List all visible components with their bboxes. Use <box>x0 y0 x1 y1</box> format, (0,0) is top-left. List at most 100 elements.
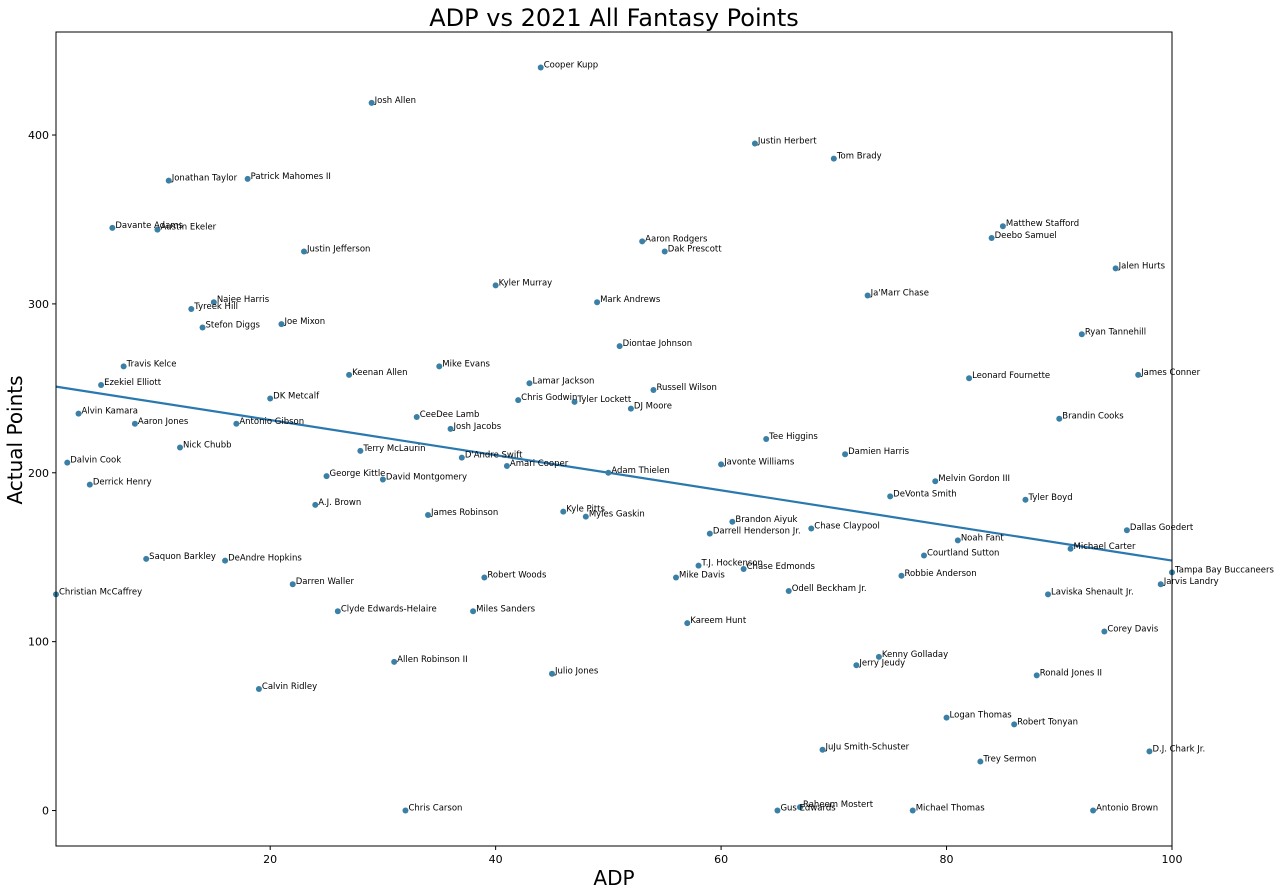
data-point-label: Robert Woods <box>487 570 547 580</box>
data-point <box>774 807 781 814</box>
data-point <box>706 530 713 537</box>
data-point-label: Noah Fant <box>961 533 1005 543</box>
data-point-label: Ryan Tannehill <box>1085 327 1146 337</box>
point-labels-layer: Cooper Kupp Josh Allen Justin Herbert Tom B… <box>59 60 1274 813</box>
data-point <box>357 447 364 454</box>
data-point <box>718 461 725 468</box>
data-point <box>954 537 961 544</box>
data-point-label: Chase Claypool <box>814 522 880 532</box>
data-point-label: DK Metcalf <box>273 391 320 401</box>
data-point-label: Gus Edwards <box>780 804 836 814</box>
trendline-layer <box>55 385 1173 562</box>
data-point-label: Josh Allen <box>374 96 416 106</box>
data-point-label: Dallas Goedert <box>1130 523 1194 533</box>
data-point-label: Michael Thomas <box>916 804 986 814</box>
data-point <box>143 555 150 562</box>
data-point-label: Diontae Johnson <box>623 339 692 349</box>
data-point-label: Tee Higgins <box>768 432 818 442</box>
data-point <box>379 476 386 483</box>
data-point <box>1090 807 1097 814</box>
data-point <box>312 501 319 508</box>
data-point-label: Brandin Cooks <box>1062 412 1124 422</box>
data-point-label: Trey Sermon <box>982 755 1036 765</box>
data-point <box>1078 331 1085 338</box>
data-point <box>244 175 251 182</box>
data-point <box>402 807 409 814</box>
data-point-label: Dalvin Cook <box>70 456 121 466</box>
data-point-label: Mike Evans <box>442 359 490 369</box>
data-point <box>673 574 679 581</box>
data-point-label: Ezekiel Elliott <box>104 378 162 388</box>
data-point-label: Kyler Murray <box>499 278 553 288</box>
data-point-label: D'Andre Swift <box>465 451 523 461</box>
y-axis-title: Actual Points <box>3 375 27 504</box>
data-point <box>594 299 601 306</box>
data-point-label: Darren Waller <box>296 577 355 587</box>
data-point-label: Kyle Pitts <box>566 505 605 515</box>
data-point <box>210 299 217 306</box>
data-point-label: Josh Jacobs <box>453 422 502 432</box>
data-point-label: Ja'Marr Chase <box>870 288 929 298</box>
data-point <box>977 758 984 765</box>
data-point <box>413 414 420 421</box>
data-point-label: Jonathan Taylor <box>171 174 238 184</box>
data-point <box>492 282 499 289</box>
data-point <box>1135 371 1142 378</box>
data-point <box>1123 527 1130 534</box>
data-point <box>222 557 229 564</box>
data-point-label: Antonio Gibson <box>239 417 304 427</box>
data-point-label: George Kittle <box>330 469 386 479</box>
data-point <box>695 562 702 569</box>
data-point-label: Patrick Mahomes II <box>251 172 331 182</box>
data-point-label: Brandon Aiyuk <box>735 515 797 525</box>
data-point <box>537 64 544 71</box>
data-point <box>582 513 589 520</box>
data-point-label: JuJu Smith-Schuster <box>825 743 910 753</box>
data-point-label: Najee Harris <box>217 295 270 305</box>
data-point <box>684 620 691 627</box>
data-point <box>165 177 172 184</box>
data-point-label: CeeDee Lamb <box>420 410 480 420</box>
data-point <box>751 140 758 147</box>
data-point <box>64 459 71 466</box>
data-point-label: Joe Mixon <box>283 317 325 327</box>
data-point <box>842 451 849 458</box>
data-point-label: Justin Jefferson <box>306 245 370 255</box>
data-point-label: Lamar Jackson <box>532 376 594 386</box>
data-point <box>267 395 274 402</box>
data-point-label: Tyler Lockett <box>577 395 632 405</box>
trendline <box>55 385 1173 562</box>
data-point <box>661 248 668 255</box>
data-point-label: Russell Wilson <box>656 383 716 393</box>
data-point-label: DJ Moore <box>634 402 672 412</box>
data-point-label: Kenny Golladay <box>882 650 948 660</box>
data-point <box>391 658 398 665</box>
data-point <box>921 552 927 559</box>
data-point-label: Cooper Kupp <box>544 60 599 70</box>
data-point-label: Keenan Allen <box>352 368 407 378</box>
data-point-label: Myles Gaskin <box>589 510 645 520</box>
plot-area-frame <box>55 31 1173 847</box>
data-point <box>830 155 837 162</box>
data-point <box>819 746 826 753</box>
data-point <box>515 397 522 404</box>
data-point-label: T.J. Hockenson <box>701 559 763 569</box>
data-point <box>255 685 262 692</box>
data-point-label: Nick Chubb <box>183 440 232 450</box>
data-point <box>75 410 82 417</box>
data-point-label: Jerry Jeudy <box>858 658 905 668</box>
data-point-label: DeAndre Hopkins <box>228 554 302 564</box>
data-point-label: Justin Herbert <box>757 136 817 146</box>
data-point-label: Melvin Gordon III <box>938 474 1010 484</box>
data-point <box>864 292 871 299</box>
data-point-label: Logan Thomas <box>950 711 1013 721</box>
data-point-label: Alvin Kamara <box>82 407 138 417</box>
data-point-label: Tyler Boyd <box>1027 493 1072 503</box>
data-point-label: Antonio Brown <box>1096 804 1158 814</box>
data-point <box>560 508 567 515</box>
data-point-label: Travis Kelce <box>126 359 177 369</box>
data-point <box>549 670 555 677</box>
